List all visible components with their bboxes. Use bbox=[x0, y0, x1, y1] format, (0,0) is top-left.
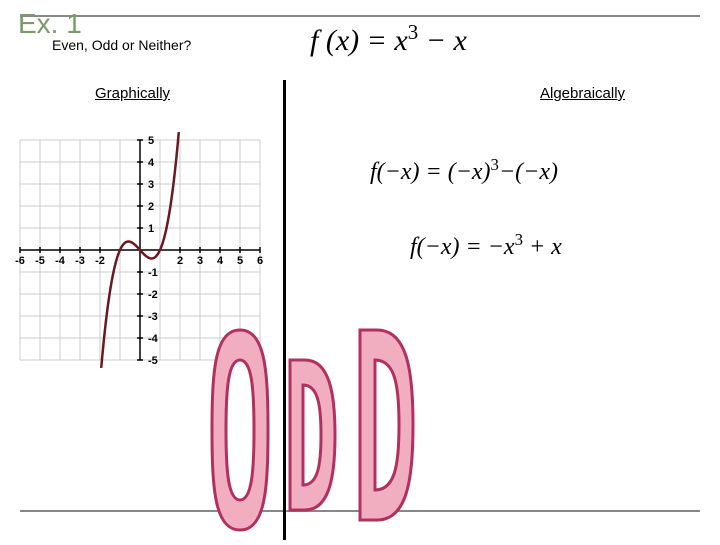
heading-algebraically: Algebraically bbox=[540, 85, 625, 102]
svg-text:-2: -2 bbox=[95, 255, 105, 267]
svg-text:-5: -5 bbox=[148, 355, 158, 367]
svg-text:6: 6 bbox=[257, 255, 263, 267]
equation-step-1: f(−x) = (−x)3−(−x) bbox=[370, 155, 558, 186]
svg-text:-2: -2 bbox=[148, 289, 158, 301]
svg-text:5: 5 bbox=[148, 135, 154, 147]
rule-top bbox=[20, 15, 700, 17]
svg-text:5: 5 bbox=[237, 255, 243, 267]
svg-text:1: 1 bbox=[148, 223, 154, 235]
svg-text:2: 2 bbox=[177, 255, 183, 267]
svg-text:-3: -3 bbox=[148, 311, 158, 323]
svg-text:2: 2 bbox=[148, 201, 154, 213]
svg-text:-3: -3 bbox=[75, 255, 85, 267]
svg-text:3: 3 bbox=[148, 179, 154, 191]
formula-main: f (x) = x3 − x bbox=[310, 20, 467, 58]
svg-text:4: 4 bbox=[217, 255, 224, 267]
svg-text:-4: -4 bbox=[148, 333, 159, 345]
equation-step-2: f(−x) = −x3 + x bbox=[410, 230, 562, 261]
svg-text:-6: -6 bbox=[15, 255, 25, 267]
svg-text:4: 4 bbox=[148, 157, 155, 169]
svg-text:-1: -1 bbox=[148, 267, 158, 279]
svg-text:-4: -4 bbox=[55, 255, 66, 267]
svg-text:3: 3 bbox=[197, 255, 203, 267]
example-title: Ex. 1 bbox=[18, 8, 82, 40]
heading-graphically: Graphically bbox=[95, 85, 170, 102]
odd-wordart bbox=[200, 320, 430, 540]
example-subtitle: Even, Odd or Neither? bbox=[52, 37, 191, 53]
svg-text:-5: -5 bbox=[35, 255, 45, 267]
